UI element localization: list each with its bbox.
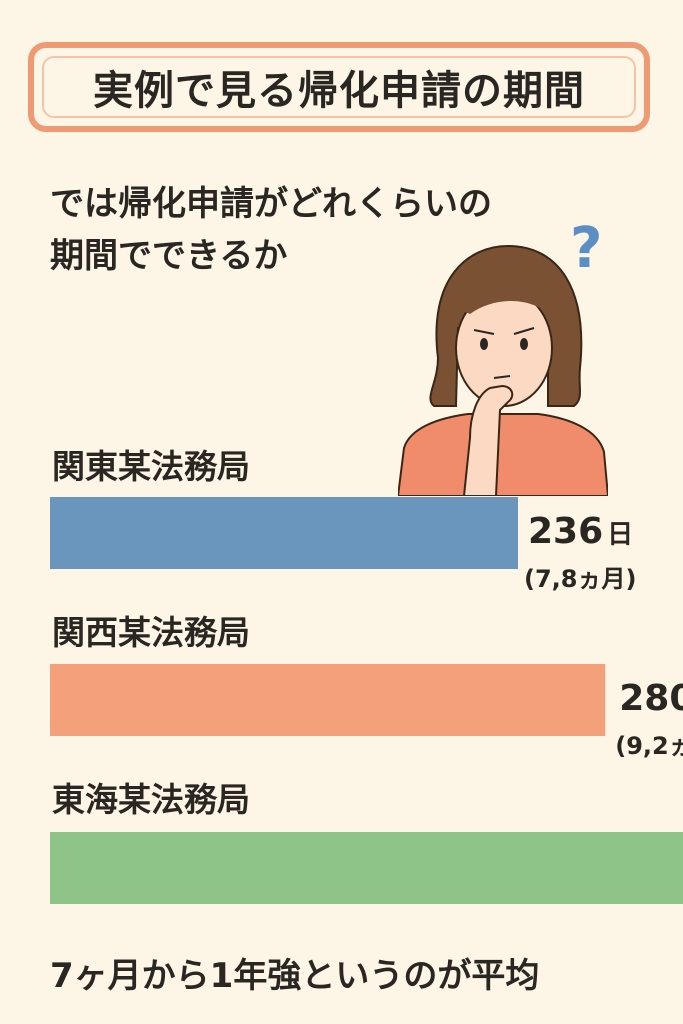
page-title: 実例で見る帰化申請の期間 xyxy=(93,68,585,114)
left-eye xyxy=(480,338,488,350)
bar-label-kansai: 関西某法務局 xyxy=(52,613,250,652)
question-text: では帰化申請がどれくらいの 期間でできるか xyxy=(50,178,570,282)
sweater-shape xyxy=(398,413,608,496)
bar-sub-label-2: (9,2ヵ月) xyxy=(615,732,683,760)
bar-label-kanto: 関東某法務局 xyxy=(52,447,250,486)
hand-on-chin xyxy=(462,384,514,496)
right-brow xyxy=(513,327,535,335)
right-eye xyxy=(520,338,528,350)
question-mark-icon: ? xyxy=(570,216,603,281)
question-line-1: では帰化申請がどれくらいの xyxy=(50,184,492,224)
bar-label-tokai: 東海某法務局 xyxy=(52,780,250,819)
bar-3 xyxy=(50,832,683,904)
question-line-2: 期間でできるか xyxy=(50,236,288,276)
bar-value-label-1: 236 日 xyxy=(528,511,633,552)
bar-2 xyxy=(50,664,606,736)
bar-value-label-2: 280日 xyxy=(619,678,683,719)
title-box: 実例で見る帰化申請の期間 xyxy=(28,42,650,132)
left-brow xyxy=(473,329,495,335)
title-inner-border xyxy=(42,56,636,118)
bar-1 xyxy=(50,497,518,569)
thinking-woman-illustration xyxy=(398,244,608,496)
mouth xyxy=(493,375,511,379)
bangs-shape xyxy=(456,285,554,320)
bar-sub-label-1: (7,8ヵ月) xyxy=(524,565,636,593)
summary-text: 7ヶ月から1年強というのが平均 xyxy=(50,956,540,996)
